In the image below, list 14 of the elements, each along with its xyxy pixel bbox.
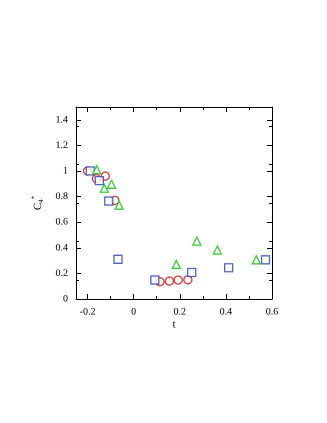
y-tick-label: 0.4 xyxy=(56,242,68,254)
y-tick-label: 1 xyxy=(63,166,68,176)
y-tick-label: 0.8 xyxy=(56,191,68,202)
x-tick-label: 0 xyxy=(131,306,136,318)
x-tick-label: -0.2 xyxy=(80,306,96,318)
y-tick-label: 1.2 xyxy=(56,140,68,151)
y-tick-label: 0.6 xyxy=(56,216,68,228)
x-tick-label: 0.6 xyxy=(266,306,278,318)
y-tick-label: 1.4 xyxy=(56,114,68,126)
x-tick-label: 0.4 xyxy=(220,306,232,318)
y-tick-label: 0.2 xyxy=(56,268,68,279)
y-tick-label: 0 xyxy=(63,294,68,304)
x-tick-label: 0.2 xyxy=(174,306,186,318)
x-axis-title: t xyxy=(172,318,176,330)
